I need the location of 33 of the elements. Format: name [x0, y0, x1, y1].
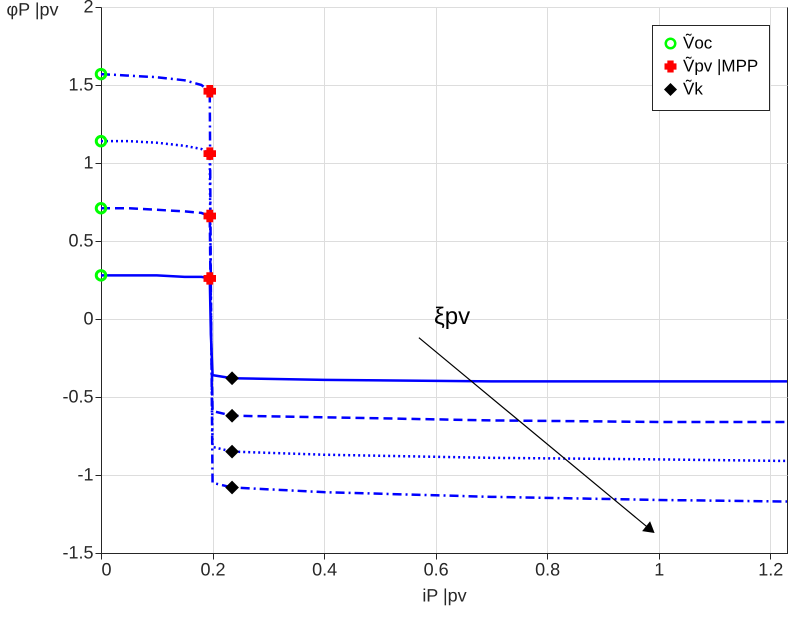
annotation: ξpv	[434, 303, 470, 330]
x-tick-label: 1.2	[758, 560, 784, 580]
point	[226, 445, 238, 458]
point	[204, 210, 216, 222]
point	[226, 372, 238, 385]
x-tick-label: 0.6	[424, 560, 449, 580]
x-tick-label: 1	[654, 560, 664, 580]
y-tick-label: 0	[83, 308, 94, 328]
legend-label: Ṽk	[683, 80, 704, 98]
point	[204, 147, 216, 160]
point	[204, 272, 216, 285]
point	[226, 481, 238, 494]
x-tick-label: 0.8	[535, 560, 560, 580]
legend-label: Ṽpv |MPP	[683, 56, 758, 76]
x-axis-title: iP |pv	[422, 586, 467, 606]
point	[204, 84, 216, 98]
y-tick-label: 2	[83, 0, 94, 16]
y-tick-label: 0.5	[68, 230, 94, 250]
x-tick-label: 0	[102, 560, 112, 580]
y-tick-label: 1.5	[68, 74, 94, 94]
legend-label: Ṽoc	[683, 34, 713, 52]
x-tick-label: 0.4	[312, 560, 338, 580]
y-tick-label: -1.5	[62, 542, 94, 562]
point	[94, 68, 108, 80]
y-tick-label: -0.5	[62, 386, 94, 406]
point	[94, 134, 108, 148]
point	[94, 269, 108, 282]
x-tick-label: 0.2	[200, 560, 226, 580]
y-tick-label: -1	[77, 464, 94, 484]
point	[94, 202, 108, 214]
y-axis-title: φP |pv	[6, 0, 59, 20]
point	[226, 409, 238, 422]
y-tick-label: 1	[83, 152, 94, 172]
